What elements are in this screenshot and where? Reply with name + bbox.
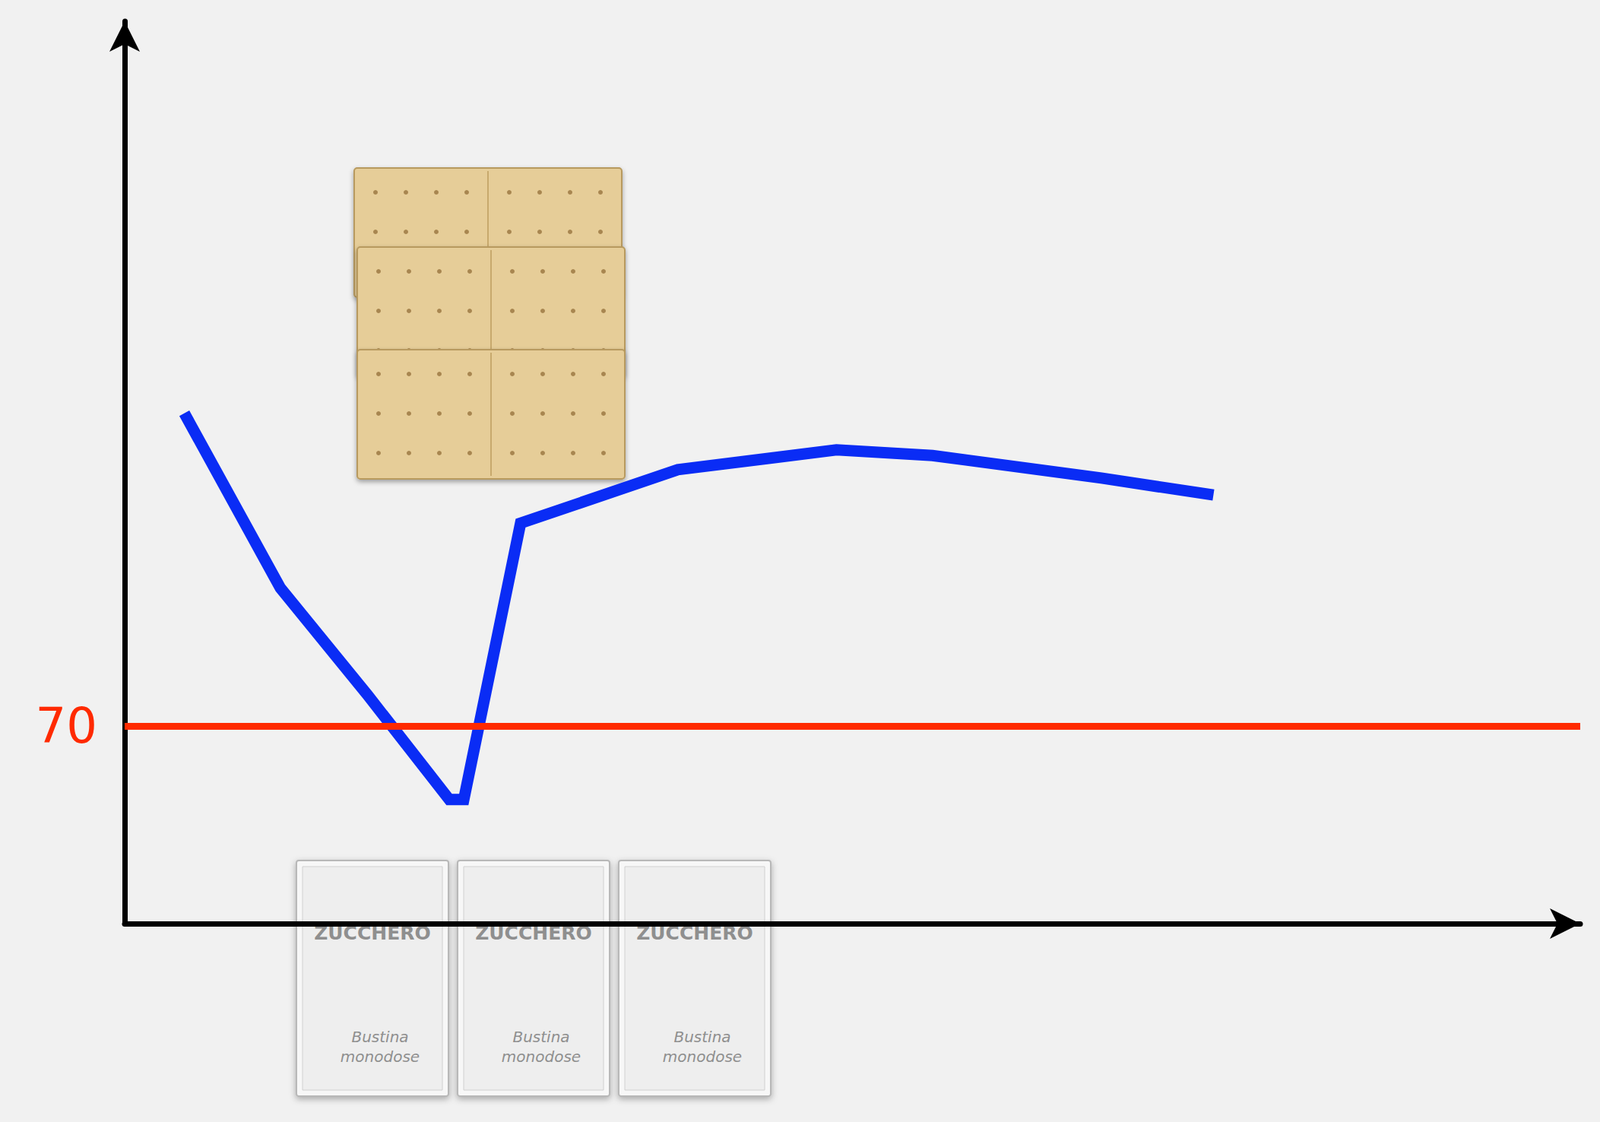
svg-text:ZUCCHERO: ZUCCHERO bbox=[475, 921, 592, 944]
svg-text:monodose: monodose bbox=[501, 1047, 581, 1066]
svg-text:monodose: monodose bbox=[662, 1047, 742, 1066]
svg-text:Bustina: Bustina bbox=[351, 1027, 409, 1046]
svg-text:ZUCCHERO: ZUCCHERO bbox=[636, 921, 754, 944]
svg-text:70: 70 bbox=[35, 697, 98, 755]
svg-text:monodose: monodose bbox=[340, 1047, 420, 1066]
svg-text:Bustina: Bustina bbox=[673, 1027, 731, 1046]
svg-text:ZUCCHERO: ZUCCHERO bbox=[314, 921, 431, 944]
svg-text:Bustina: Bustina bbox=[512, 1027, 570, 1046]
